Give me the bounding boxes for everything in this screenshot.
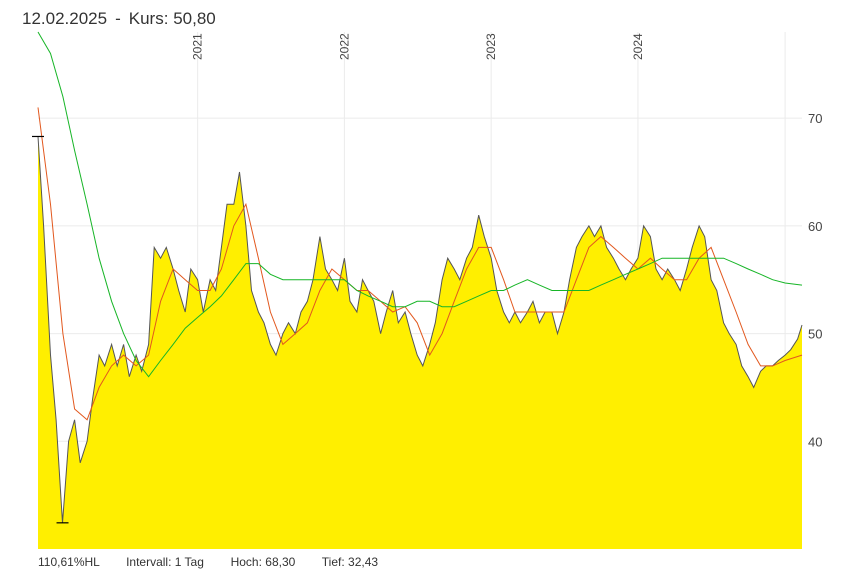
x-axis: 2021 2022 2023 2024 bbox=[191, 33, 645, 60]
x-tick-label: 2021 bbox=[191, 33, 205, 60]
price-area bbox=[38, 136, 802, 549]
x-tick-label: 2023 bbox=[484, 33, 498, 60]
chart-footer: 110,61%HL Intervall: 1 Tag Hoch: 68,30 T… bbox=[38, 555, 378, 569]
header-separator: - bbox=[115, 9, 121, 28]
high-low-markers bbox=[32, 135, 69, 524]
y-tick-label: 70 bbox=[808, 111, 822, 126]
high-label: Hoch: bbox=[230, 555, 262, 569]
moving-average-short-line bbox=[37, 107, 803, 421]
y-tick-label: 40 bbox=[808, 434, 822, 449]
quote-date: 12.02.2025 bbox=[22, 9, 108, 28]
price-label: Kurs: bbox=[128, 9, 169, 28]
y-axis: 40 50 60 70 bbox=[808, 111, 822, 449]
price-value: 50,80 bbox=[173, 9, 216, 28]
low-label: Tief: bbox=[321, 555, 345, 569]
chart-header: 12.02.2025- Kurs: 50,80 bbox=[22, 9, 216, 29]
price-line bbox=[37, 136, 803, 523]
x-tick-label: 2022 bbox=[337, 33, 351, 60]
interval-label: Intervall: 1 Tag bbox=[126, 555, 204, 569]
high-value: 68,30 bbox=[265, 555, 296, 569]
x-tick-label: 2024 bbox=[631, 33, 645, 60]
y-tick-label: 50 bbox=[808, 327, 822, 342]
hl-ratio: 110,61%HL bbox=[38, 555, 100, 569]
y-tick-label: 60 bbox=[808, 219, 822, 234]
moving-average-long-line bbox=[37, 31, 803, 378]
low-value: 32,43 bbox=[348, 555, 379, 569]
